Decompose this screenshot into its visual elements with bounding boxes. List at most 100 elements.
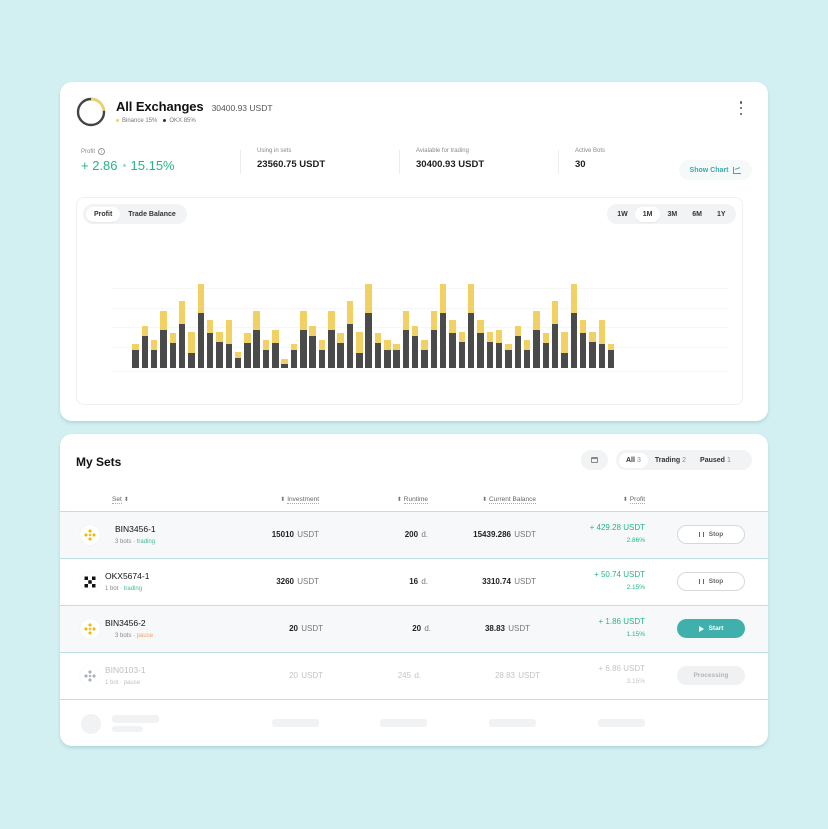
- range-1w[interactable]: 1W: [617, 210, 628, 218]
- chart-bar[interactable]: [309, 326, 316, 368]
- gridline: [112, 327, 729, 329]
- show-chart-button[interactable]: Show Chart: [679, 160, 752, 180]
- info-icon[interactable]: i: [98, 148, 106, 155]
- chart-bar[interactable]: [281, 358, 288, 368]
- chart-bar[interactable]: [458, 332, 466, 368]
- profit-value: + 50.74 USDT 2.15%: [594, 570, 645, 591]
- chart-bar[interactable]: [580, 319, 587, 368]
- skeleton-line: [380, 719, 427, 727]
- chart-bar[interactable]: [160, 311, 167, 368]
- chart-bar[interactable]: [533, 311, 540, 368]
- chart-bar[interactable]: [589, 332, 596, 368]
- skeleton-line: [112, 715, 159, 723]
- set-name[interactable]: BIN0103-1: [105, 665, 146, 675]
- chart-bar[interactable]: [374, 332, 382, 368]
- sort-icon: ⬍: [123, 497, 129, 503]
- chart-bar[interactable]: [440, 283, 447, 368]
- chart-bar[interactable]: [552, 300, 559, 368]
- column-header-investment[interactable]: ⬍ Investment: [280, 496, 319, 504]
- chart-bar[interactable]: [169, 332, 176, 368]
- stop-button[interactable]: Stop: [677, 525, 745, 544]
- filter-all[interactable]: All 3: [619, 452, 648, 468]
- chart-bar[interactable]: [542, 332, 550, 368]
- stop-button[interactable]: Stop: [677, 572, 745, 591]
- profit-value: + 2.86: [81, 158, 118, 173]
- chart-bar[interactable]: [505, 344, 512, 368]
- runtime-value: 20 d.: [412, 624, 431, 633]
- column-header-runtime[interactable]: ⬍ Runtime: [396, 496, 428, 504]
- chart-bar[interactable]: [524, 340, 531, 368]
- range-3m[interactable]: 3M: [667, 210, 678, 218]
- chart-bar[interactable]: [496, 329, 503, 368]
- chart-bar[interactable]: [206, 319, 214, 368]
- chart-bar[interactable]: [300, 311, 307, 368]
- chart-bar[interactable]: [365, 283, 372, 368]
- set-name[interactable]: BIN3456-1: [115, 524, 156, 534]
- chart-bar[interactable]: [290, 344, 298, 368]
- table-row[interactable]: BIN3456-2 3 bots · pause 20 USDT 20 d. 3…: [60, 606, 768, 653]
- table-row[interactable]: BIN0103-1 1 bot · pause 20 USDT 245 d. 2…: [60, 653, 768, 700]
- page-title: All Exchanges: [116, 99, 204, 114]
- chart-bar[interactable]: [244, 332, 251, 368]
- chart-bar[interactable]: [477, 319, 484, 368]
- chart-bar[interactable]: [412, 326, 419, 368]
- chart-bar[interactable]: [468, 283, 475, 368]
- chart-bar[interactable]: [141, 326, 148, 368]
- chart-bar[interactable]: [608, 344, 615, 368]
- chart-bar[interactable]: [328, 311, 335, 368]
- chart-bar[interactable]: [197, 283, 204, 368]
- table-row[interactable]: BIN3456-1 3 bots · trading 15010 USDT 20…: [60, 512, 768, 559]
- set-meta: 1 bot · pause: [105, 680, 141, 686]
- chart-bar[interactable]: [449, 319, 456, 368]
- stat-using-in-sets: Using in sets 23560.75 USDT: [240, 148, 399, 176]
- chart-bar[interactable]: [421, 340, 428, 368]
- chart-bar[interactable]: [570, 283, 578, 368]
- chart-bar[interactable]: [337, 332, 344, 368]
- start-button[interactable]: Start: [677, 619, 745, 638]
- chart-bar[interactable]: [216, 332, 223, 368]
- chart-bar[interactable]: [150, 340, 158, 368]
- binance-logo-icon: [80, 525, 100, 545]
- chart-bar[interactable]: [188, 331, 195, 368]
- chart-bar[interactable]: [561, 331, 568, 368]
- chart-bar[interactable]: [272, 329, 279, 368]
- skeleton-line: [598, 719, 645, 727]
- chart-bar[interactable]: [514, 326, 522, 368]
- set-name[interactable]: BIN3456-2: [105, 618, 146, 628]
- range-1y[interactable]: 1Y: [716, 210, 726, 218]
- chart-bar[interactable]: [253, 311, 260, 368]
- chart-bar[interactable]: [225, 319, 232, 368]
- chart-bar[interactable]: [262, 340, 270, 368]
- chart-bar[interactable]: [384, 340, 391, 368]
- chart-bar[interactable]: [430, 311, 438, 368]
- table-row[interactable]: OKX5674-1 1 bot · trading 3260 USDT 16 d…: [60, 559, 768, 606]
- chart-bar[interactable]: [132, 344, 139, 368]
- chart-bar[interactable]: [356, 331, 363, 368]
- chart-bar[interactable]: [486, 332, 494, 368]
- archive-button[interactable]: [581, 450, 608, 470]
- chart-bar[interactable]: [234, 352, 242, 368]
- filter-trading[interactable]: Trading 2: [654, 456, 687, 464]
- chart-bar[interactable]: [393, 344, 400, 368]
- set-meta: 3 bots · trading: [115, 539, 156, 545]
- filter-paused[interactable]: Paused 1: [700, 456, 731, 464]
- chart-bar[interactable]: [318, 340, 326, 368]
- tab-profit[interactable]: Profit: [86, 206, 121, 222]
- play-icon: [698, 625, 704, 632]
- range-1m[interactable]: 1M: [635, 206, 660, 222]
- chart-bar[interactable]: [402, 311, 410, 368]
- gridline: [112, 347, 729, 349]
- chart-bar[interactable]: [178, 300, 186, 368]
- set-name[interactable]: OKX5674-1: [105, 571, 150, 581]
- chart-bar[interactable]: [598, 319, 606, 368]
- runtime-value: 16 d.: [409, 577, 428, 586]
- column-header-profit[interactable]: ⬍ Profit: [622, 496, 645, 504]
- column-header-current-balance[interactable]: ⬍ Current Balance: [481, 496, 536, 504]
- range-6m[interactable]: 6M: [692, 210, 702, 218]
- chart-panel: Profit Trade Balance 1W 1M 3M 6M 1Y: [76, 197, 743, 405]
- more-options-icon[interactable]: [736, 101, 746, 115]
- legend-item-binance: Binance 15%: [116, 118, 157, 124]
- column-header-set[interactable]: Set ⬍: [112, 496, 129, 504]
- chart-bar[interactable]: [346, 300, 354, 368]
- tab-trade-balance[interactable]: Trade Balance: [128, 210, 176, 218]
